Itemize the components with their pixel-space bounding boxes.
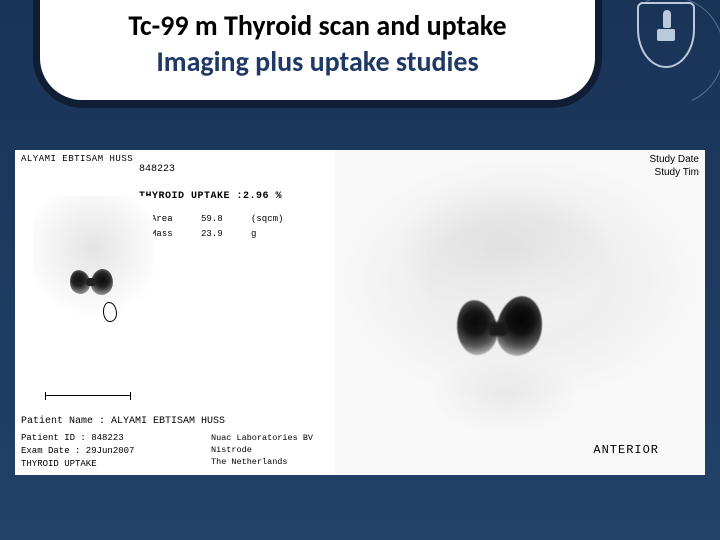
scan-left-panel: ALYAMI EBTISAM HUSS 848223 THYROID UPTAK… [15,150,335,475]
study-time-label: Study Tim [650,167,699,180]
thyroid-isthmus-large-icon [489,322,507,336]
roi-outline-icon [103,302,117,322]
study-meta: Study Date Study Tim [650,154,699,179]
scale-ruler-icon [45,395,131,403]
title-line1: Tc-99 m Thyroid scan and uptake [70,8,565,44]
study-date-label: Study Date [650,154,699,167]
scan-haze-icon [430,355,580,435]
thyroid-scan-thumbnail [33,196,153,346]
footer-patient-id: Patient ID : 848223 [21,432,211,445]
footer-lab2: Nistrode [211,444,313,456]
title-band: Tc-99 m Thyroid scan and uptake Imaging … [40,0,595,100]
thyroid-isthmus-icon [86,278,96,286]
university-logo [622,2,710,102]
footer-exam-date: Exam Date : 29Jun2007 [21,445,211,458]
mass-value: 23.9 [201,227,235,242]
mass-unit: g [251,227,256,242]
uptake-line: THYROID UPTAKE :2.96 % [139,191,329,202]
mass-label: Mass [151,227,185,242]
scan-right-panel: Study Date Study Tim ANTERIOR [335,150,705,475]
measurements: Area 59.8 (sqcm) Mass 23.9 g [151,212,329,243]
footer-study-label: THYROID UPTAKE [21,458,211,471]
scan-haze-icon [395,180,615,320]
area-value: 59.8 [201,212,235,227]
footer-lab1: Nuac Laboratories BV [211,432,313,444]
title-line2: Imaging plus uptake studies [70,44,565,80]
area-label: Area [151,212,185,227]
patient-name-top: ALYAMI EBTISAM HUSS [21,154,133,164]
view-label: ANTERIOR [593,443,659,457]
case-id: 848223 [139,164,329,175]
left-panel-footer: Patient Name : ALYAMI EBTISAM HUSS Patie… [15,415,335,471]
footer-patient-name: Patient Name : ALYAMI EBTISAM HUSS [21,415,329,430]
content-area: ALYAMI EBTISAM HUSS 848223 THYROID UPTAK… [15,150,705,475]
footer-lab3: The Netherlands [211,456,313,468]
area-unit: (sqcm) [251,212,283,227]
